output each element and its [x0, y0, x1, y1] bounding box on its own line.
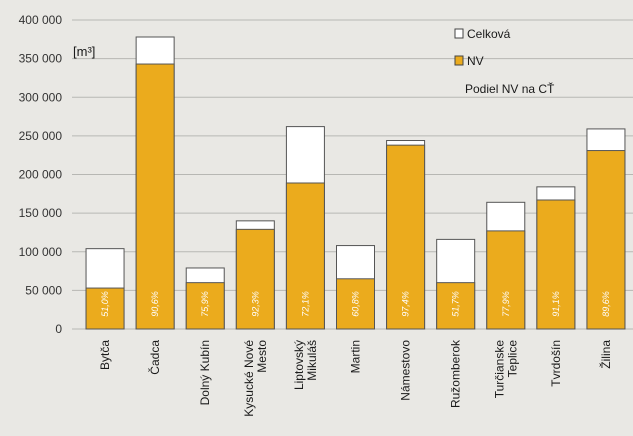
- y-tick-label: 300 000: [19, 90, 63, 104]
- unit-label: [m³]: [73, 44, 95, 59]
- legend-swatch-celkova: [454, 28, 464, 39]
- category-label-line: Turčianske: [492, 340, 506, 399]
- bar-nv: [235, 228, 275, 330]
- y-tick-label: 250 000: [19, 129, 63, 143]
- legend-swatch-nv: [454, 55, 464, 66]
- legend-label-share: Podiel NV na CŤ: [465, 81, 555, 96]
- category-label-line: Dolný Kubín: [198, 340, 212, 405]
- share-label: 92,3%: [250, 291, 260, 317]
- y-tick-label: 100 000: [19, 245, 63, 259]
- y-tick-label: 350 000: [19, 52, 63, 66]
- bars: [85, 36, 626, 330]
- category-label: Turčianske Teplice: [492, 340, 519, 399]
- bar-nv: [185, 282, 225, 330]
- bar-nv: [285, 182, 325, 330]
- bar-nv: [436, 282, 476, 330]
- category-label-line: Tvrdošín: [549, 340, 563, 387]
- share-label: 51,7%: [451, 291, 461, 317]
- share-label: 60,8%: [351, 291, 361, 317]
- share-label: 72,1%: [300, 291, 310, 317]
- category-label: Ružomberok: [449, 339, 463, 408]
- category-label: Kysucké Nové Mesto: [242, 340, 269, 417]
- bar-nv: [486, 230, 526, 330]
- y-axis-tick-labels: 0 50 000 100 000 150 000 200 000 250 000 300 0…: [19, 13, 63, 336]
- y-tick-label: 400 000: [19, 13, 63, 27]
- legend-label-nv: NV: [467, 54, 484, 68]
- category-label-line: Mesto: [255, 340, 269, 373]
- y-tick-label: 150 000: [19, 206, 63, 220]
- share-label: 91,1%: [551, 291, 561, 317]
- category-label: Námestovo: [399, 340, 413, 401]
- category-label-line: Teplice: [505, 340, 519, 378]
- category-label-line: Žilina: [598, 340, 613, 369]
- category-label-line: Bytča: [98, 340, 112, 370]
- category-label: Liptovský Mikuláš: [292, 340, 319, 390]
- y-tick-label: 0: [55, 322, 62, 336]
- category-label-line: Námestovo: [399, 340, 413, 401]
- bar-nv: [336, 278, 375, 330]
- share-label: 97,4%: [401, 291, 411, 317]
- category-label-line: Čadca: [147, 340, 162, 375]
- category-label: Dolný Kubín: [198, 340, 212, 405]
- legend-label-celkova: Celková: [467, 27, 511, 41]
- bar-nv: [135, 63, 175, 330]
- y-tick-label: 50 000: [25, 283, 62, 297]
- category-label-line: Liptovský: [292, 340, 306, 390]
- share-label: 75,9%: [200, 291, 210, 317]
- y-tick-label: 200 000: [19, 168, 63, 182]
- category-label: Žilina: [598, 340, 613, 369]
- bar-nv: [85, 287, 125, 330]
- category-label: Tvrdošín: [549, 340, 563, 387]
- share-label: 90,6%: [150, 291, 160, 317]
- category-label-line: Ružomberok: [449, 339, 463, 408]
- share-label: 77,9%: [501, 291, 511, 317]
- share-labels: 51,0% 90,6% 75,9% 92,3% 72,1% 60,8% 97,4% 51,7%…: [100, 291, 611, 317]
- category-label: Bytča: [98, 340, 112, 370]
- category-label-line: Kysucké Nové: [242, 340, 256, 417]
- bar-nv: [536, 199, 576, 330]
- category-label: Čadca: [147, 340, 162, 375]
- bar-nv: [386, 144, 426, 330]
- x-axis-category-labels: Bytča Čadca Dolný Kubín Kysucké Nové Mesto Li…: [98, 339, 613, 417]
- share-label: 89,6%: [601, 291, 611, 317]
- bar-nv: [586, 150, 626, 330]
- category-label-line: Mikuláš: [305, 340, 319, 381]
- category-label: Martin: [349, 340, 363, 373]
- share-label: 51,0%: [100, 291, 110, 317]
- legend: Celková NV Podiel NV na CŤ: [454, 27, 555, 96]
- category-label-line: Martin: [349, 340, 363, 373]
